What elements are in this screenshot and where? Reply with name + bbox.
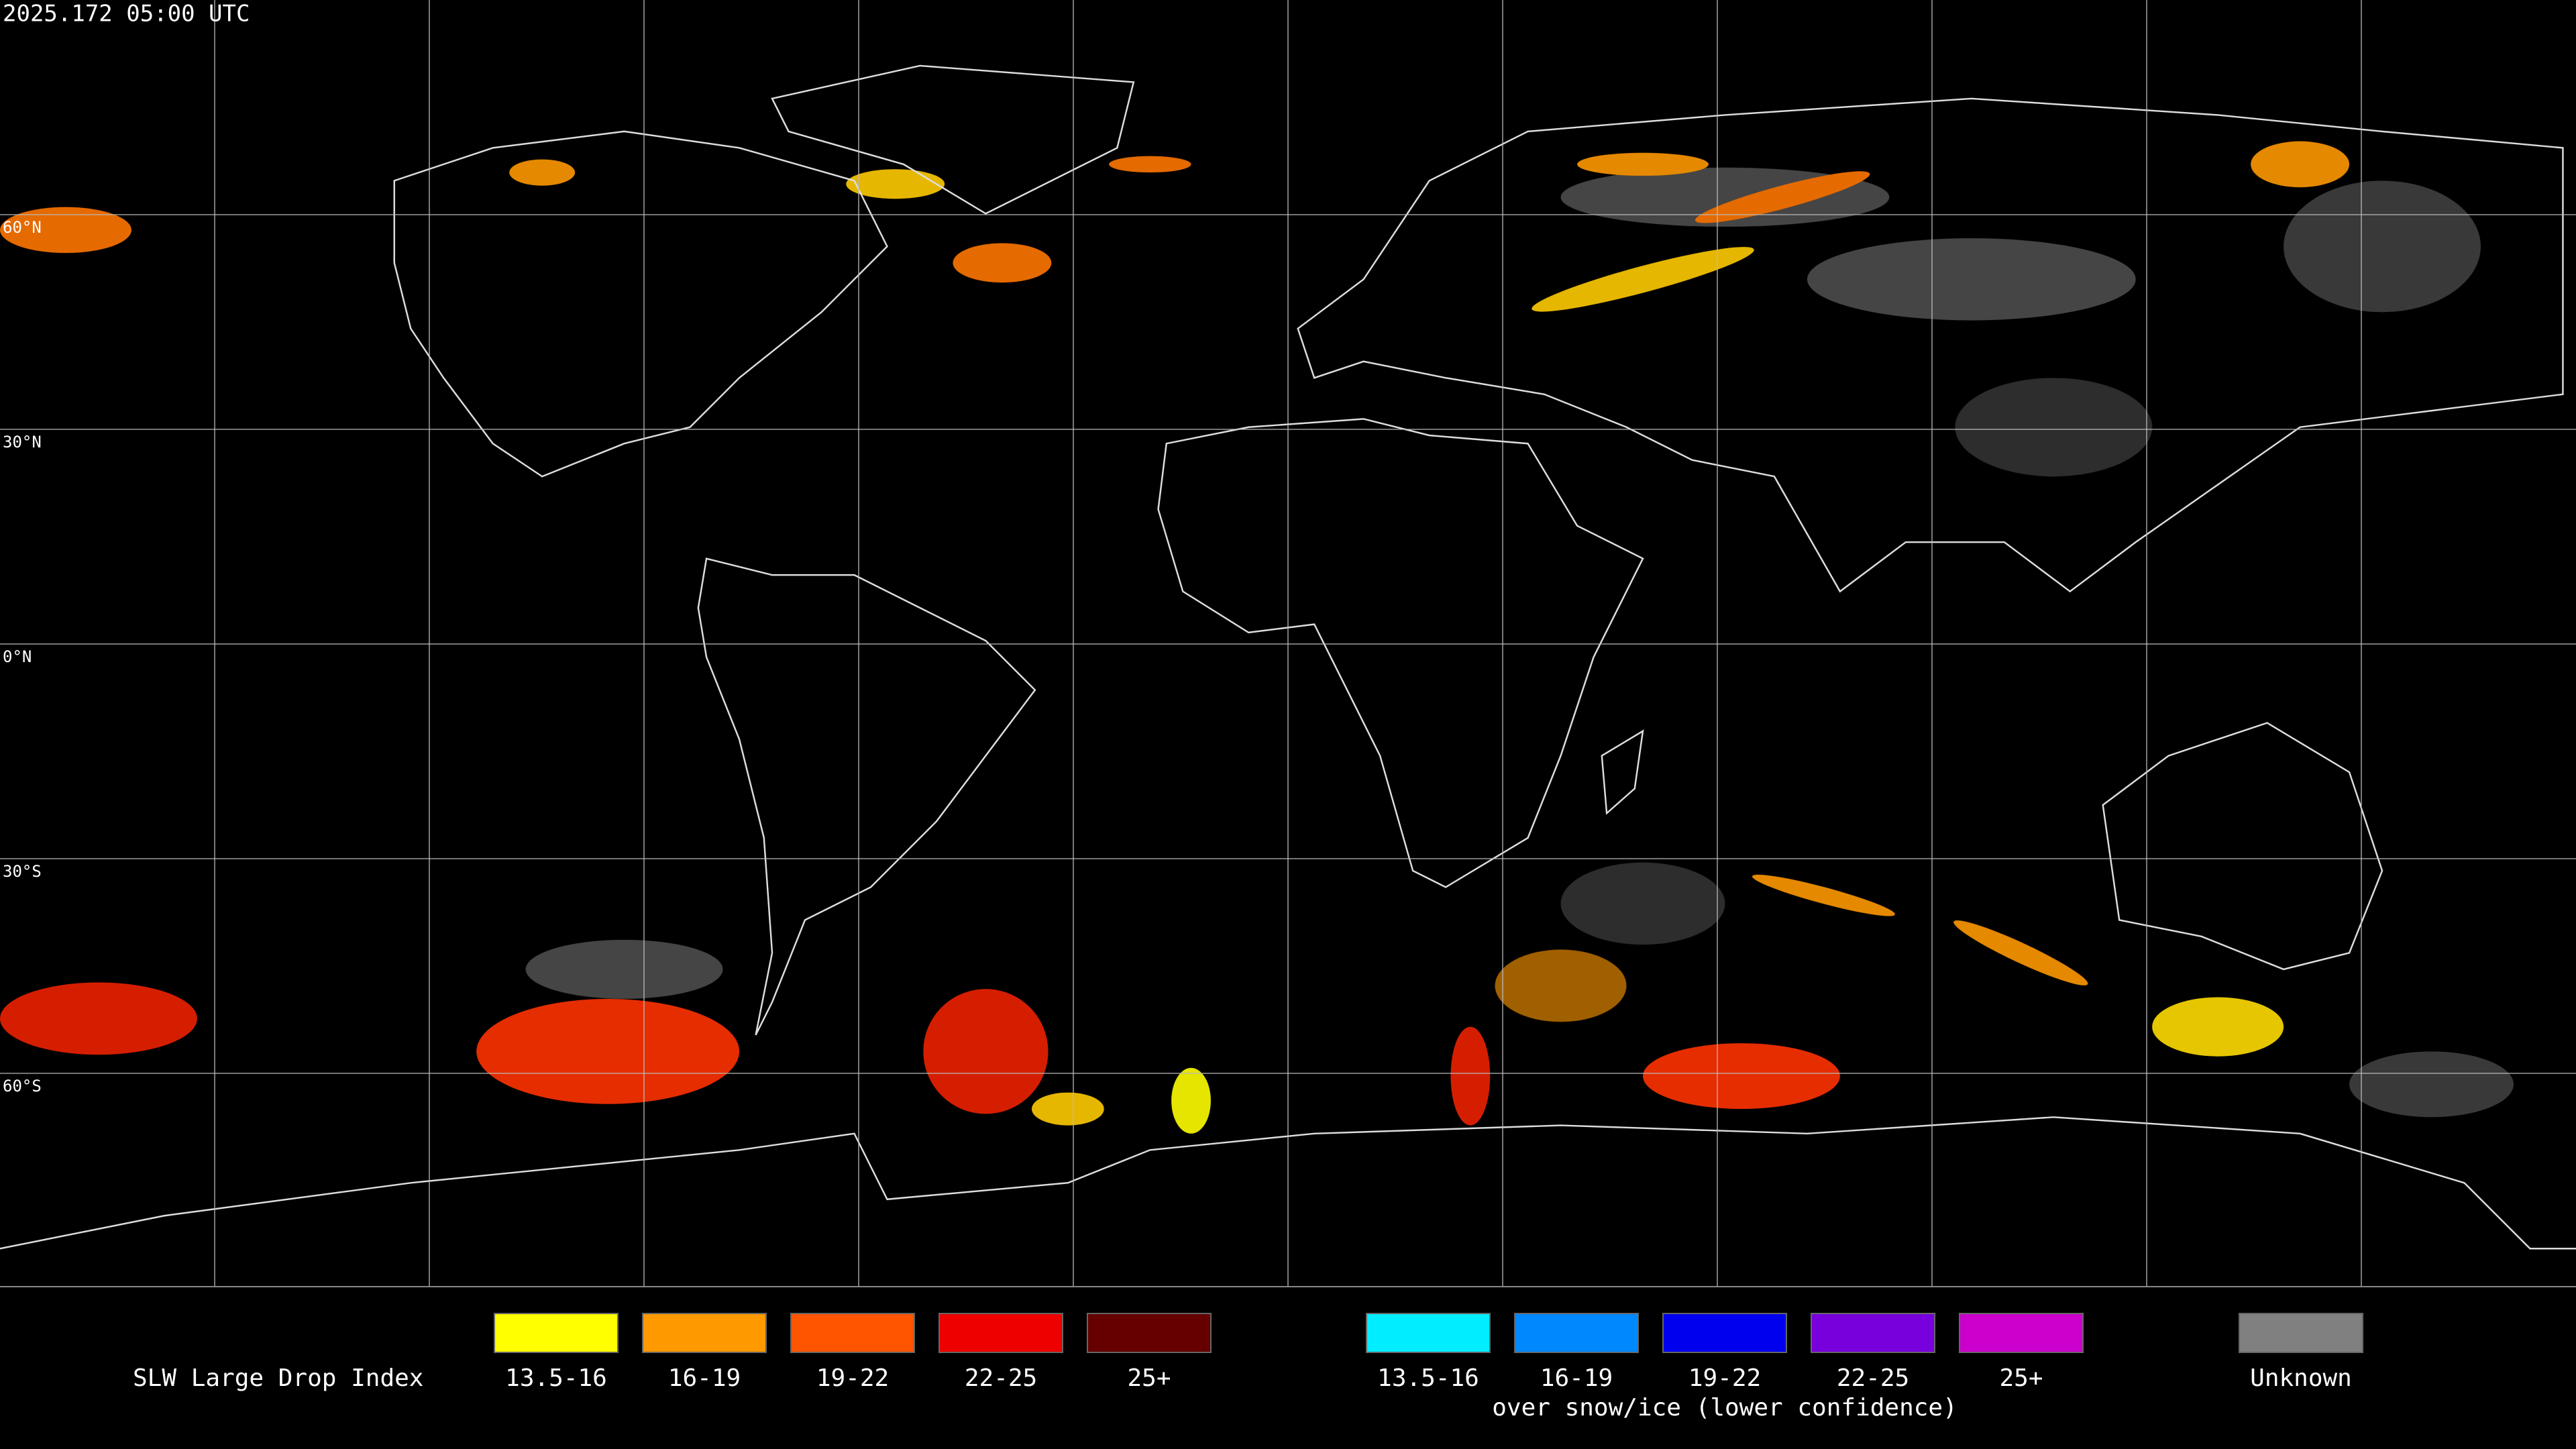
legend-label: Unknown (2250, 1364, 2352, 1392)
latitude-label: 0°N (3, 647, 32, 666)
legend-label: 16-19 (1540, 1364, 1613, 1392)
latitude-label: 30°N (3, 433, 42, 451)
legend-label: 22-25 (1837, 1364, 1909, 1392)
legend-swatch (1514, 1313, 1639, 1353)
coastlines (0, 64, 2576, 1250)
legend-label: 25+ (1127, 1364, 1171, 1392)
legend-label: 16-19 (668, 1364, 741, 1392)
legend-label: 19-22 (816, 1364, 889, 1392)
legend-swatch (494, 1313, 619, 1353)
legend-label: 13.5-16 (505, 1364, 607, 1392)
legend-panel (0, 1287, 2576, 1449)
legend-caption: over snow/ice (lower confidence) (1492, 1394, 1957, 1421)
latitude-label: 30°S (3, 862, 42, 881)
latitude-label: 60°S (3, 1077, 42, 1095)
timestamp: 2025.172 05:00 UTC (3, 1, 250, 28)
legend-swatch (790, 1313, 915, 1353)
legend-label: 25+ (1999, 1364, 2043, 1392)
legend-swatch (938, 1313, 1063, 1353)
legend-label: 13.5-16 (1377, 1364, 1479, 1392)
graticule: 60°N 30°N 0°N 30°S 60°S (0, 0, 2576, 1287)
latitude-label: 60°N (3, 218, 42, 237)
legend-swatch (1811, 1313, 1935, 1353)
legend-swatch (1662, 1313, 1787, 1353)
legend-swatch (2239, 1313, 2363, 1353)
legend-swatch (1366, 1313, 1491, 1353)
legend-label: 19-22 (1688, 1364, 1761, 1392)
legend-swatch (642, 1313, 767, 1353)
legend-swatch (1087, 1313, 1212, 1353)
weather-patches (0, 141, 2514, 1134)
map (0, 64, 2576, 1250)
legend-title: SLW Large Drop Index (133, 1364, 423, 1392)
legend-swatch (1959, 1313, 2084, 1353)
legend-label: 22-25 (965, 1364, 1037, 1392)
legend: 13.5-16 16-19 19-22 22-25 25+ 13.5-16 16-19 19-… (494, 1313, 2363, 1421)
